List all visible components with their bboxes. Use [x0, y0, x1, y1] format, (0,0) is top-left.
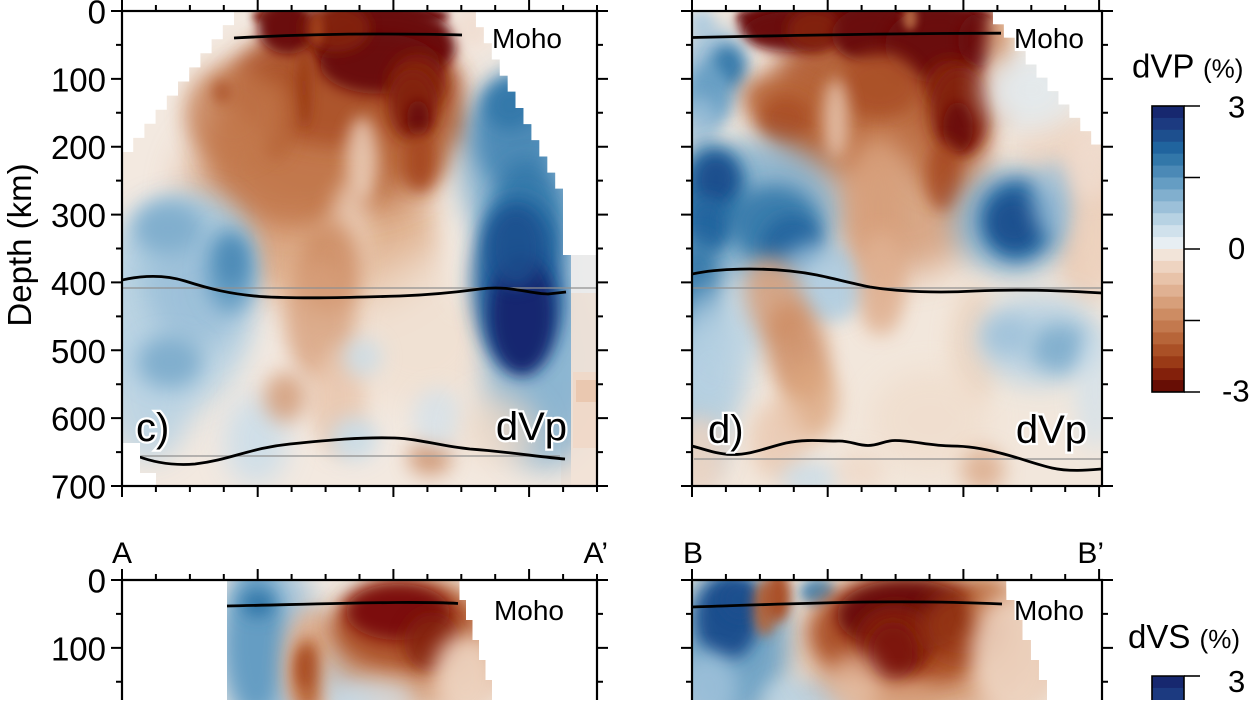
svg-text:c): c) — [136, 406, 169, 450]
svg-text:0: 0 — [88, 0, 106, 31]
svg-text:Moho: Moho — [492, 23, 562, 54]
svg-text:Moho: Moho — [494, 595, 564, 626]
svg-text:dVS (%): dVS (%) — [1128, 618, 1240, 655]
svg-text:dVp: dVp — [1016, 408, 1087, 452]
svg-text:B: B — [683, 537, 703, 570]
svg-text:B’: B’ — [1077, 537, 1104, 570]
svg-text:600: 600 — [51, 401, 106, 438]
svg-text:A: A — [112, 537, 132, 570]
svg-text:c): c) — [136, 406, 169, 450]
svg-text:dVP (%): dVP (%) — [1132, 48, 1243, 85]
svg-text:0: 0 — [88, 563, 106, 600]
svg-text:100: 100 — [51, 630, 106, 667]
svg-text:700: 700 — [51, 469, 106, 506]
svg-text:200: 200 — [51, 129, 106, 166]
svg-text:Moho: Moho — [1014, 23, 1084, 54]
svg-text:dVp: dVp — [496, 405, 567, 449]
svg-text:400: 400 — [51, 265, 106, 302]
svg-text:d): d) — [708, 408, 744, 452]
svg-text:3: 3 — [1228, 90, 1245, 125]
svg-text:3: 3 — [1228, 664, 1245, 699]
svg-text:A’: A’ — [584, 537, 608, 570]
svg-text:dVp: dVp — [496, 405, 567, 449]
svg-text:Moho: Moho — [1014, 595, 1084, 626]
svg-text:d): d) — [708, 408, 744, 452]
svg-text:Depth (km): Depth (km) — [1, 163, 38, 326]
svg-text:300: 300 — [51, 197, 106, 234]
svg-text:500: 500 — [51, 333, 106, 370]
svg-text:100: 100 — [51, 61, 106, 98]
svg-text:-3: -3 — [1222, 374, 1250, 409]
svg-text:0: 0 — [1228, 231, 1245, 266]
svg-text:dVp: dVp — [1016, 408, 1087, 452]
